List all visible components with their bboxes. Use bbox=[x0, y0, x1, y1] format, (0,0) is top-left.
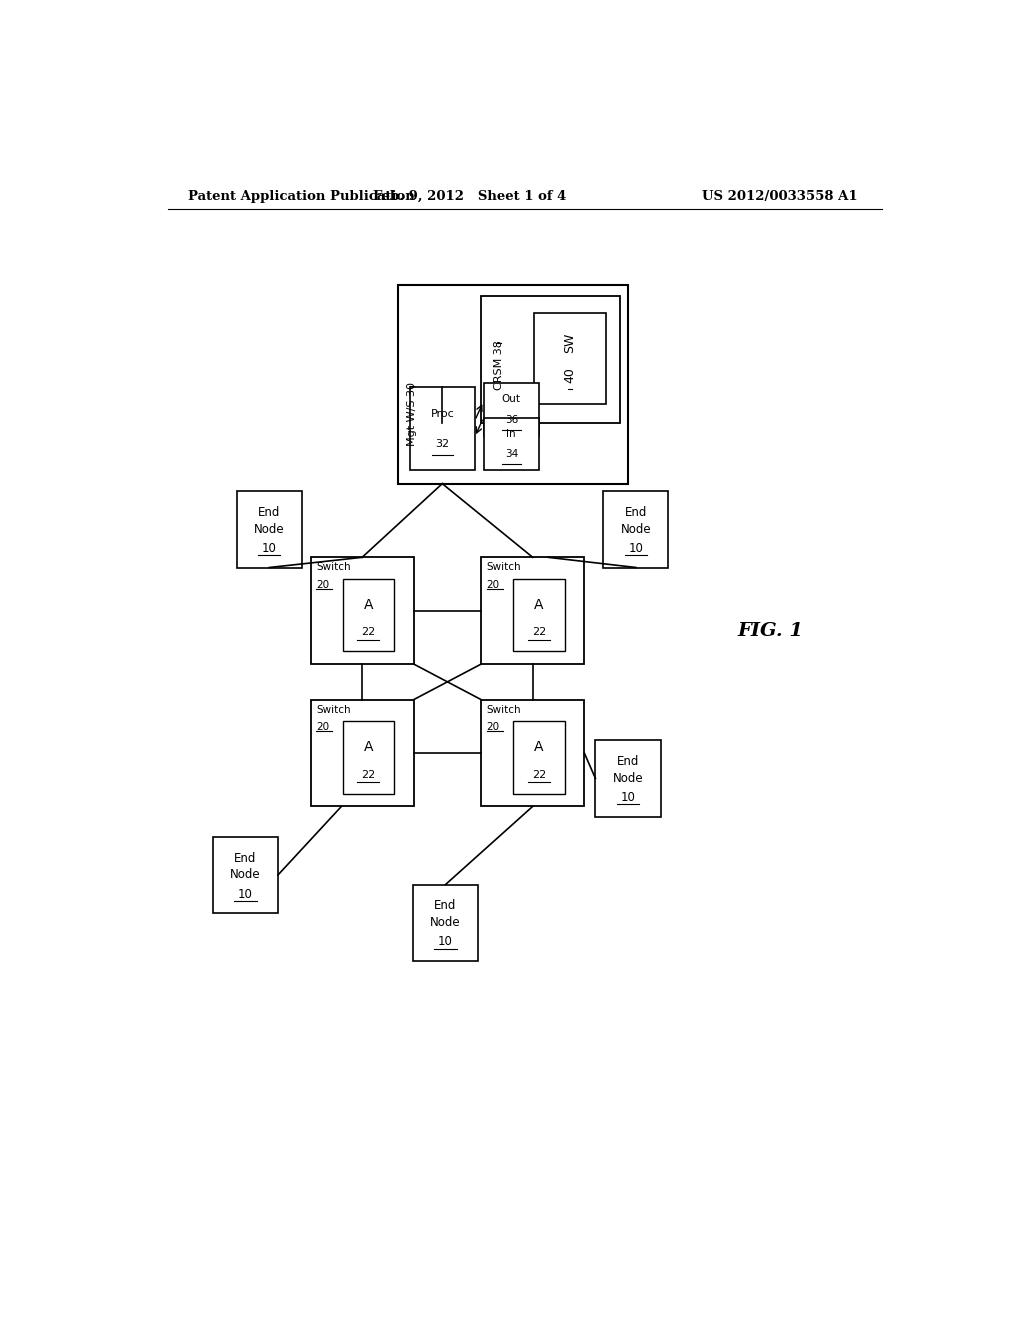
Text: Proc: Proc bbox=[430, 408, 454, 418]
Bar bbox=[481, 557, 585, 664]
Text: 22: 22 bbox=[531, 770, 546, 780]
Bar bbox=[342, 578, 394, 651]
Bar bbox=[535, 313, 606, 404]
Text: 22: 22 bbox=[361, 770, 376, 780]
Text: 10: 10 bbox=[629, 543, 643, 554]
Text: 10: 10 bbox=[262, 543, 276, 554]
Text: 20: 20 bbox=[316, 722, 329, 733]
Text: Node: Node bbox=[254, 523, 285, 536]
Text: US 2012/0033558 A1: US 2012/0033558 A1 bbox=[702, 190, 858, 202]
Text: End: End bbox=[258, 506, 281, 519]
Bar bbox=[342, 721, 394, 793]
Text: 34: 34 bbox=[505, 449, 518, 459]
Bar bbox=[513, 721, 564, 793]
Text: A: A bbox=[535, 598, 544, 611]
Text: 10: 10 bbox=[238, 887, 253, 900]
Text: 10: 10 bbox=[621, 791, 636, 804]
Bar bbox=[483, 383, 539, 436]
Text: A: A bbox=[364, 598, 373, 611]
Bar bbox=[213, 837, 278, 913]
Text: End: End bbox=[616, 755, 639, 768]
Text: Mgt W/S 30: Mgt W/S 30 bbox=[408, 383, 417, 446]
Bar bbox=[237, 491, 302, 568]
Bar bbox=[513, 578, 564, 651]
Text: 20: 20 bbox=[486, 722, 500, 733]
Bar bbox=[603, 491, 669, 568]
Text: A: A bbox=[535, 741, 544, 754]
Bar bbox=[483, 417, 539, 470]
Text: SW: SW bbox=[563, 333, 577, 352]
Text: Node: Node bbox=[230, 869, 261, 882]
Text: 10: 10 bbox=[438, 936, 453, 948]
Text: Out: Out bbox=[502, 395, 521, 404]
Text: Patent Application Publication: Patent Application Publication bbox=[187, 190, 415, 202]
Bar bbox=[397, 285, 628, 483]
Text: End: End bbox=[434, 899, 457, 912]
Bar bbox=[481, 296, 621, 422]
Bar bbox=[595, 741, 660, 817]
Text: Switch: Switch bbox=[316, 562, 350, 573]
Text: Feb. 9, 2012   Sheet 1 of 4: Feb. 9, 2012 Sheet 1 of 4 bbox=[373, 190, 566, 202]
Text: Node: Node bbox=[621, 523, 651, 536]
Text: Switch: Switch bbox=[486, 562, 521, 573]
Text: Switch: Switch bbox=[486, 705, 521, 714]
Text: 20: 20 bbox=[316, 579, 329, 590]
Text: Node: Node bbox=[430, 916, 461, 929]
Bar bbox=[310, 557, 414, 664]
Text: CRSM 38: CRSM 38 bbox=[494, 341, 504, 391]
Bar bbox=[410, 387, 475, 470]
Text: End: End bbox=[625, 506, 647, 519]
Text: A: A bbox=[364, 741, 373, 754]
Text: 32: 32 bbox=[435, 440, 450, 449]
Text: Node: Node bbox=[612, 772, 643, 785]
Bar bbox=[413, 884, 478, 961]
Text: 22: 22 bbox=[361, 627, 376, 638]
Text: 36: 36 bbox=[505, 414, 518, 425]
Bar bbox=[310, 700, 414, 807]
Text: End: End bbox=[234, 851, 257, 865]
Text: 20: 20 bbox=[486, 579, 500, 590]
Text: 22: 22 bbox=[531, 627, 546, 638]
Text: FIG. 1: FIG. 1 bbox=[738, 622, 804, 640]
Text: In: In bbox=[507, 429, 516, 438]
Bar bbox=[481, 700, 585, 807]
Text: 40: 40 bbox=[563, 367, 577, 383]
Text: Switch: Switch bbox=[316, 705, 350, 714]
